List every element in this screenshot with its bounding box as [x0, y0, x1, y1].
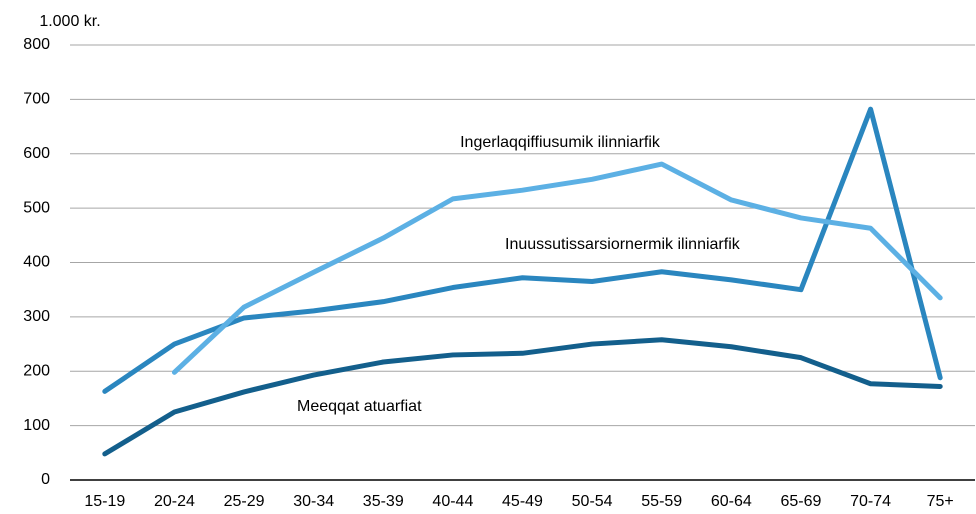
x-tick-label: 35-39 — [363, 493, 404, 510]
x-tick-label: 20-24 — [154, 493, 195, 510]
x-tick-label: 30-34 — [293, 493, 334, 510]
x-tick-label: 65-69 — [781, 493, 822, 510]
x-tick-label: 75+ — [927, 493, 954, 510]
series-label: Inuussutissarsiornermik ilinniarfik — [505, 236, 741, 253]
x-tick-label: 55-59 — [641, 493, 682, 510]
series-line — [102, 106, 943, 394]
series-label: Ingerlaqqiffiusumik ilinniarfik — [460, 134, 661, 151]
y-tick-label: 0 — [41, 471, 50, 488]
x-tick-label: 50-54 — [572, 493, 613, 510]
series-line — [171, 161, 943, 375]
y-tick-label: 300 — [23, 308, 50, 325]
series-line — [102, 337, 943, 457]
y-tick-label: 400 — [23, 254, 50, 271]
y-tick-label: 200 — [23, 362, 50, 379]
y-tick-label: 500 — [23, 199, 50, 216]
x-tick-label: 40-44 — [432, 493, 473, 510]
y-tick-label: 600 — [23, 145, 50, 162]
y-tick-label: 100 — [23, 417, 50, 434]
series-label: Meeqqat atuarfiat — [297, 398, 422, 415]
y-tick-label: 700 — [23, 91, 50, 108]
x-tick-label: 25-29 — [224, 493, 265, 510]
y-axis-unit: 1.000 kr. — [39, 13, 100, 30]
y-tick-label: 800 — [23, 36, 50, 53]
x-tick-label: 45-49 — [502, 493, 543, 510]
x-tick-label: 60-64 — [711, 493, 752, 510]
x-tick-label: 70-74 — [850, 493, 891, 510]
x-tick-label: 15-19 — [84, 493, 125, 510]
